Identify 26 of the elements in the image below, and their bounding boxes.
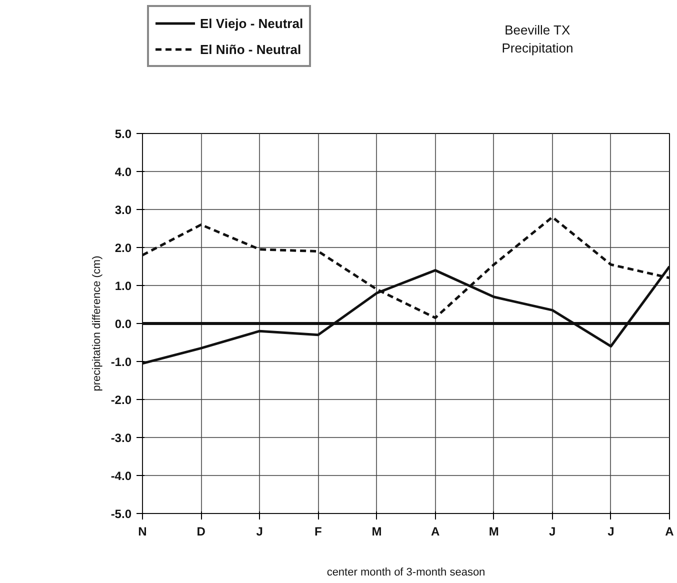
y-tick-label: 3.0: [114, 203, 132, 217]
y-tick-label: 0.0: [114, 317, 132, 331]
legend-label: El Niño - Neutral: [200, 42, 302, 56]
x-tick-label: J: [549, 524, 556, 538]
x-tick-label: D: [196, 524, 206, 538]
x-tick-label: A: [665, 524, 674, 538]
y-tick-label: -2.0: [110, 393, 132, 407]
x-tick-label: M: [488, 524, 499, 538]
y-tick-label: -5.0: [110, 507, 132, 521]
x-tick-label: N: [138, 524, 147, 538]
x-tick-label: J: [608, 524, 614, 538]
y-tick-label: -4.0: [110, 469, 132, 483]
x-tick-label: M: [372, 524, 382, 538]
x-tick-label: A: [430, 524, 440, 538]
y-axis-title: precipitation difference (cm): [90, 256, 103, 392]
y-tick-label: 4.0: [114, 165, 132, 179]
y-tick-label: -3.0: [110, 431, 132, 445]
x-tick-label: F: [314, 524, 322, 538]
x-tick-label: J: [256, 524, 263, 538]
y-tick-label: 2.0: [114, 241, 132, 255]
y-tick-label: 5.0: [114, 127, 132, 141]
legend-label: El Viejo - Neutral: [200, 16, 304, 30]
chart-title: Beeville TX Precipitation: [502, 22, 574, 56]
y-tick-label: 1.0: [114, 279, 132, 293]
y-tick-label: -1.0: [110, 355, 132, 369]
x-axis-title: center month of 3-month season: [326, 566, 486, 578]
